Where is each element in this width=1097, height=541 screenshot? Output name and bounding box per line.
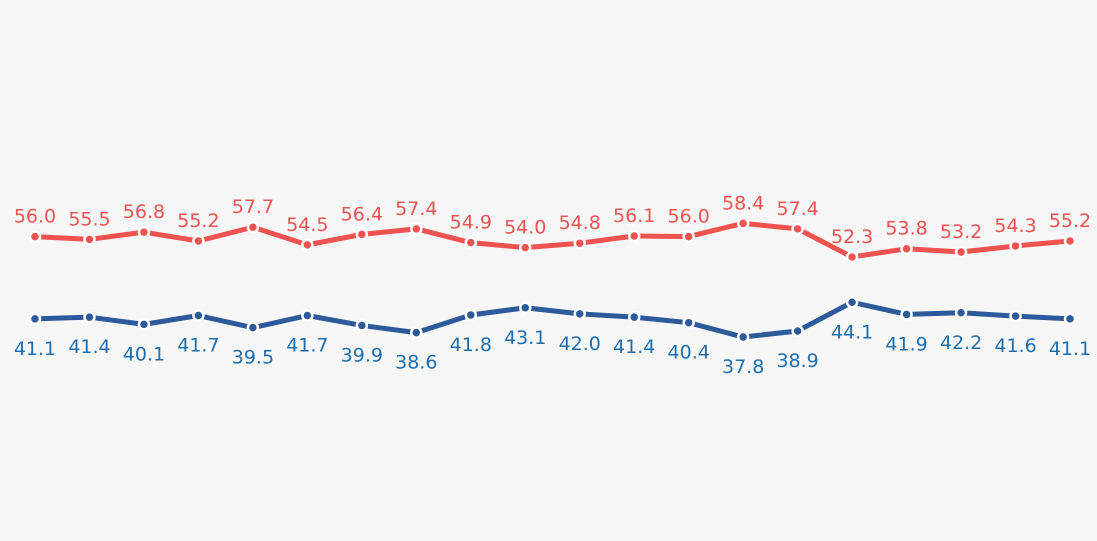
data-label: 41.9	[885, 333, 927, 355]
data-label: 56.0	[14, 206, 56, 228]
data-label: 56.1	[613, 205, 655, 227]
data-point	[355, 228, 369, 241]
data-label: 55.5	[68, 208, 110, 230]
data-point	[682, 316, 695, 329]
series-line-1	[32, 220, 1073, 260]
data-point	[736, 217, 750, 230]
data-label: 57.7	[232, 196, 274, 218]
data-label: 42.0	[559, 333, 601, 355]
data-point	[845, 296, 859, 309]
data-label: 57.4	[395, 198, 437, 220]
data-point	[192, 234, 205, 248]
data-point	[83, 310, 96, 324]
data-point	[246, 321, 260, 334]
data-label-layer: 56.0 55.5 56.8 55.2 57.7 54.5 56.4 57.4 54.9 54.0…	[14, 192, 1091, 378]
data-point	[519, 241, 532, 254]
data-point	[83, 233, 96, 246]
data-label: 54.5	[286, 214, 328, 236]
data-label: 55.2	[1049, 210, 1091, 232]
data-label: 39.5	[232, 347, 274, 369]
data-label: 38.6	[395, 352, 437, 374]
data-point	[627, 310, 641, 324]
data-point	[137, 225, 151, 239]
data-point	[627, 229, 641, 243]
data-label: 44.1	[831, 321, 873, 343]
data-label: 56.0	[668, 206, 710, 228]
data-label: 56.4	[341, 203, 383, 225]
data-label: 39.9	[341, 344, 383, 366]
data-label: 53.8	[885, 218, 927, 240]
data-label: 41.7	[286, 335, 328, 357]
data-point	[410, 326, 423, 339]
data-point	[301, 238, 314, 252]
data-point	[682, 230, 695, 243]
data-label: 54.8	[559, 212, 601, 234]
series-layer	[28, 217, 1077, 344]
data-label: 41.1	[14, 338, 56, 360]
data-label: 52.3	[831, 226, 873, 248]
data-point	[1063, 312, 1077, 326]
data-point	[900, 242, 913, 255]
data-label: 56.8	[123, 201, 165, 223]
data-label: 53.2	[940, 221, 982, 243]
data-point	[845, 250, 859, 264]
data-point	[410, 222, 423, 236]
data-point	[28, 230, 42, 243]
data-label: 41.1	[1049, 338, 1091, 360]
data-label: 43.1	[504, 327, 546, 349]
data-point	[519, 301, 532, 315]
data-point	[464, 308, 478, 322]
data-label: 41.7	[177, 335, 219, 357]
data-point	[736, 330, 750, 344]
data-point	[573, 236, 586, 250]
data-label: 40.1	[123, 343, 165, 365]
data-label: 58.4	[722, 192, 764, 214]
data-point	[464, 236, 478, 249]
data-label: 54.9	[450, 212, 492, 234]
data-label: 41.4	[613, 336, 655, 358]
data-point	[246, 220, 260, 234]
data-label: 40.4	[668, 342, 710, 364]
data-label: 41.4	[68, 336, 110, 358]
data-point	[954, 245, 968, 259]
data-point	[28, 312, 42, 326]
data-point	[900, 308, 913, 321]
data-point	[1009, 309, 1022, 323]
data-label: 57.4	[776, 198, 818, 220]
data-label: 42.2	[940, 332, 982, 354]
data-label: 38.9	[776, 350, 818, 372]
data-point	[192, 309, 205, 322]
data-point	[137, 318, 151, 331]
data-point	[355, 319, 369, 332]
data-label: 55.2	[177, 210, 219, 232]
data-point	[954, 306, 968, 320]
data-point	[301, 309, 314, 322]
data-point	[791, 324, 804, 338]
data-label: 54.3	[994, 215, 1036, 237]
data-point	[1009, 239, 1022, 253]
data-point	[573, 307, 586, 321]
series-line-2	[32, 299, 1073, 340]
data-label: 41.6	[994, 335, 1036, 357]
data-label: 37.8	[722, 356, 764, 378]
data-label: 41.8	[450, 334, 492, 356]
data-point	[791, 222, 804, 236]
data-point	[1063, 234, 1077, 248]
data-label: 54.0	[504, 217, 546, 239]
